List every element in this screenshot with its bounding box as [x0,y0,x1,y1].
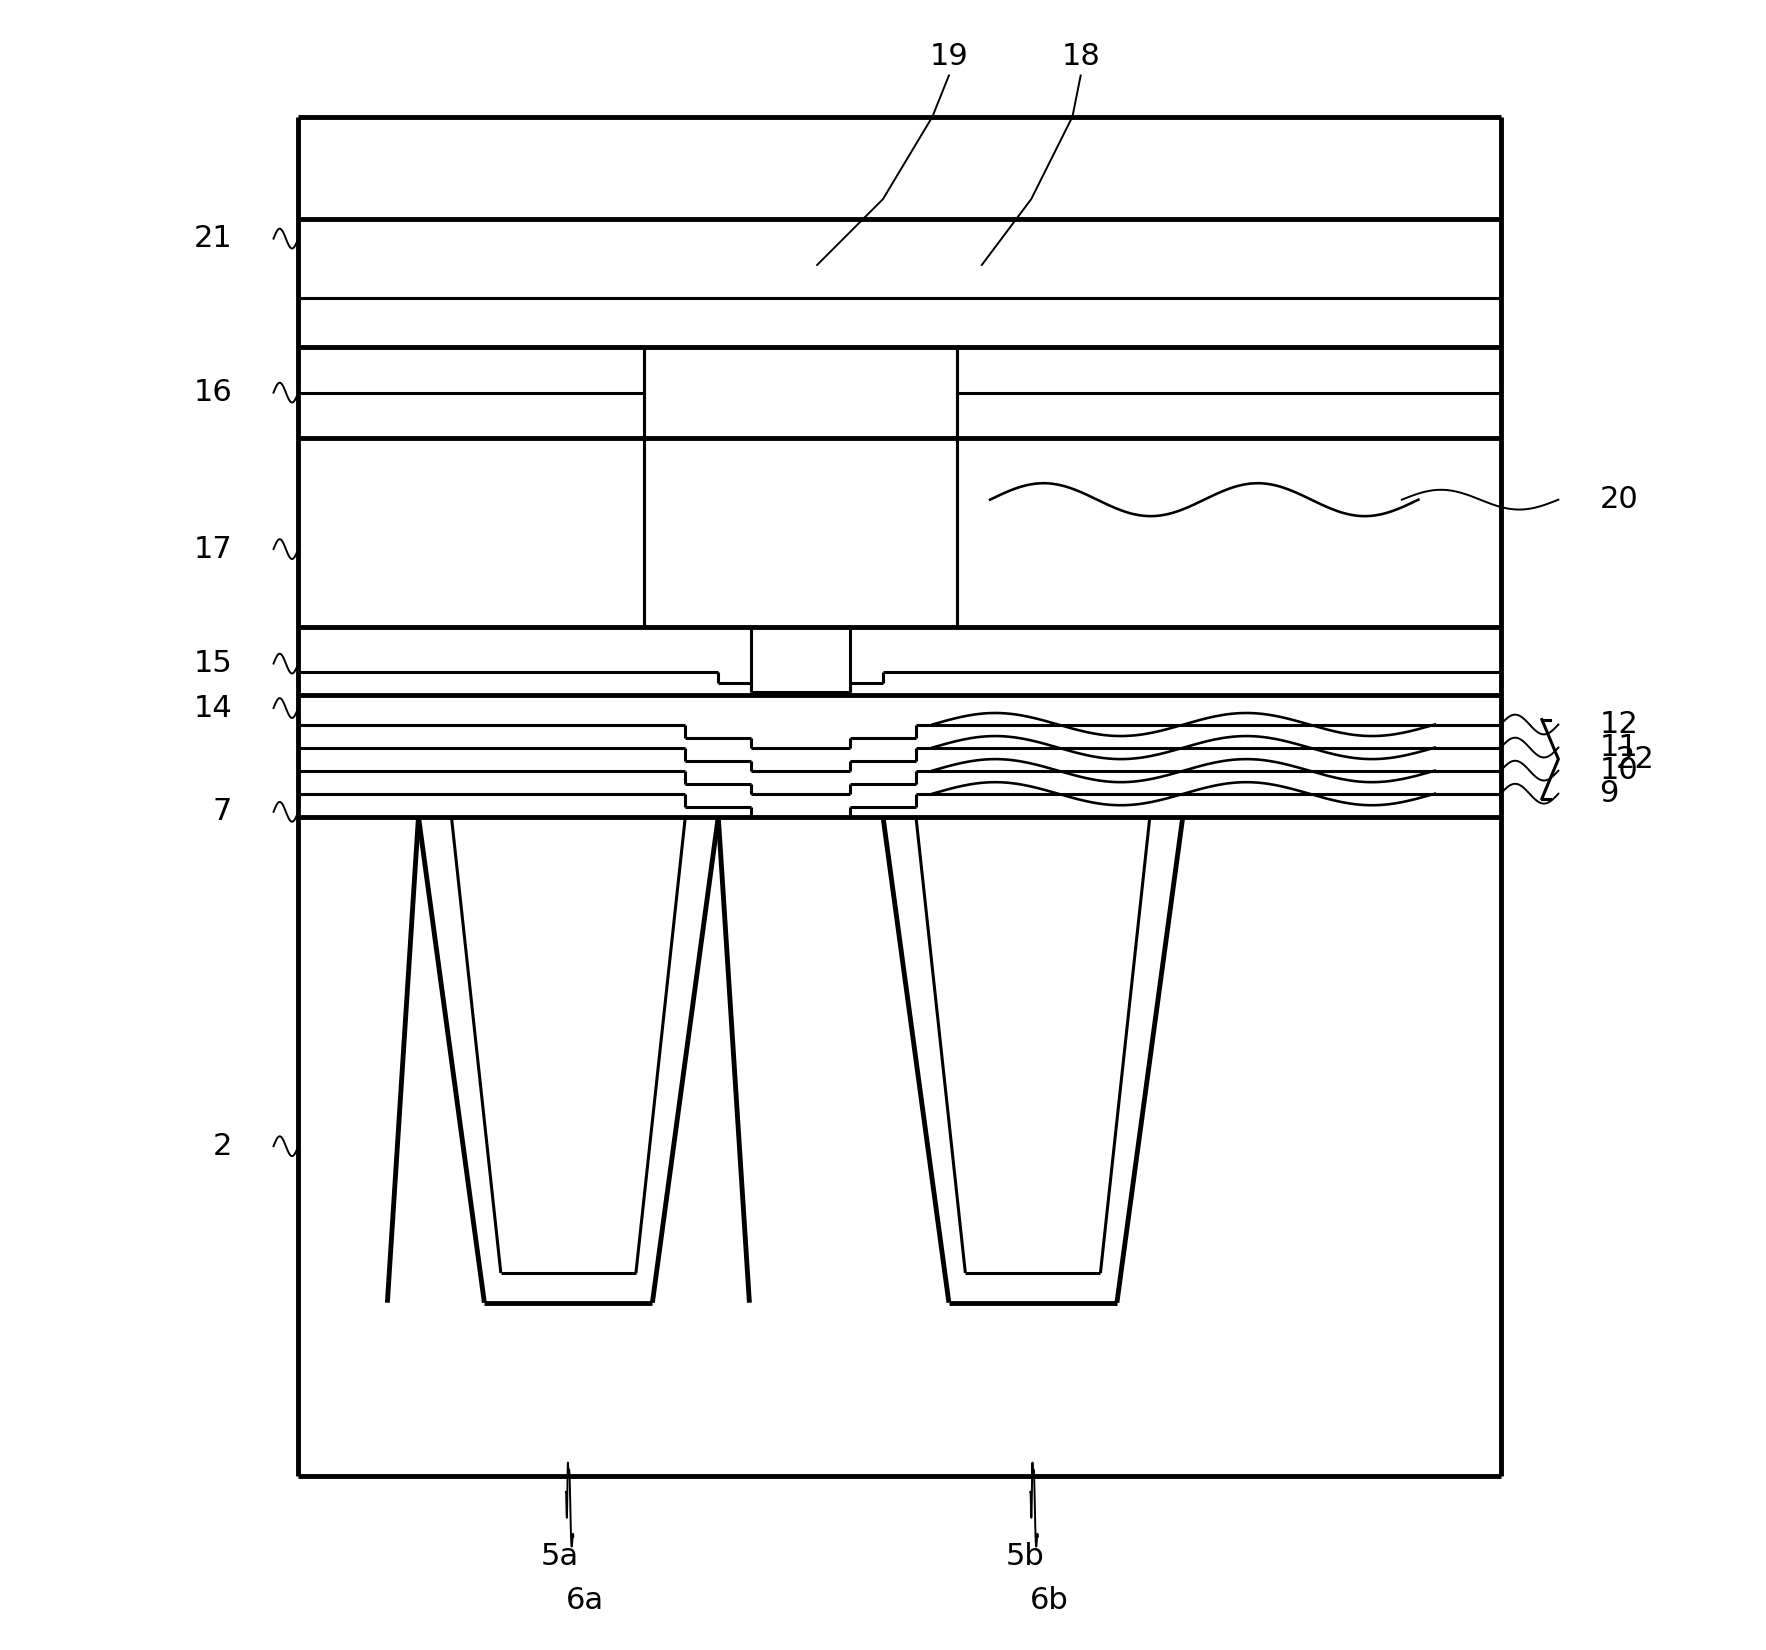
Text: 5a: 5a [540,1541,579,1571]
Text: 9: 9 [1600,779,1619,808]
Text: 21: 21 [194,224,233,252]
Text: 16: 16 [194,378,233,408]
Text: 11: 11 [1600,733,1639,762]
Text: 6a: 6a [565,1586,604,1615]
Text: 18: 18 [1061,41,1100,71]
Text: 22: 22 [1616,744,1655,774]
Text: 15: 15 [194,648,233,678]
Text: 5b: 5b [1005,1541,1044,1571]
Text: 12: 12 [1600,710,1639,739]
Text: 6b: 6b [1030,1586,1068,1615]
Text: 10: 10 [1600,756,1639,785]
Text: 19: 19 [929,41,968,71]
Text: 20: 20 [1600,485,1639,515]
Text: 2: 2 [214,1132,233,1160]
Text: 14: 14 [194,693,233,723]
Text: 7: 7 [214,797,233,827]
Text: 17: 17 [194,535,233,564]
